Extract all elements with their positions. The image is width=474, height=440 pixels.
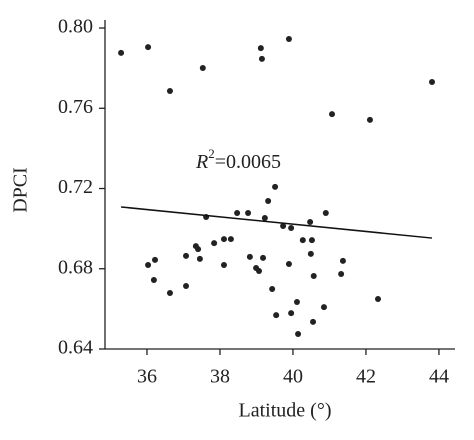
point: [374, 296, 381, 303]
x-axis-title: Latitude (°): [239, 400, 332, 422]
point: [183, 252, 190, 259]
annotation: R2=0.0065: [195, 146, 281, 173]
point: [199, 64, 206, 71]
y-tick-label: 0.64: [58, 337, 93, 359]
point: [183, 283, 190, 290]
point: [308, 237, 315, 244]
point: [145, 261, 152, 268]
point: [246, 253, 253, 260]
point: [310, 318, 317, 325]
point: [220, 236, 227, 243]
point: [285, 36, 292, 43]
y-tick-label: 0.80: [58, 16, 93, 38]
point: [196, 255, 203, 262]
point: [366, 116, 373, 123]
point: [195, 246, 202, 253]
trend-line: [120, 206, 433, 239]
y-tick-label: 0.68: [58, 256, 93, 278]
point: [285, 260, 292, 267]
point: [288, 225, 295, 232]
point: [310, 272, 317, 279]
point: [272, 183, 279, 190]
point: [322, 209, 329, 216]
point: [338, 270, 345, 277]
point: [145, 44, 152, 51]
point: [293, 299, 300, 306]
point: [280, 223, 287, 230]
point: [166, 290, 173, 297]
point: [273, 312, 280, 319]
point: [261, 215, 268, 222]
point: [269, 286, 276, 293]
point: [257, 45, 264, 52]
point: [288, 310, 295, 317]
point: [211, 240, 218, 247]
point: [307, 219, 314, 226]
y-tick-label: 0.76: [58, 96, 93, 118]
point: [329, 111, 336, 118]
point: [258, 55, 265, 62]
point: [227, 236, 234, 243]
point: [245, 209, 252, 216]
point: [150, 276, 157, 283]
x-tick-label: 36: [137, 366, 157, 388]
point: [307, 250, 314, 257]
point: [295, 330, 302, 337]
annotation-part: R: [195, 151, 208, 173]
point: [260, 254, 267, 261]
point: [234, 209, 241, 216]
annotation-part: =0.0065: [215, 151, 281, 173]
point: [265, 197, 272, 204]
point: [256, 267, 263, 274]
x-tick-label: 42: [356, 366, 376, 388]
y-axis-title: DPCI: [10, 167, 32, 213]
x-tick-label: 38: [210, 366, 230, 388]
point: [118, 49, 125, 56]
point: [220, 261, 227, 268]
point: [320, 304, 327, 311]
point: [166, 88, 173, 95]
x-tick-label: 44: [429, 366, 449, 388]
point: [339, 257, 346, 264]
y-tick-label: 0.72: [58, 176, 93, 198]
point: [299, 237, 306, 244]
x-tick-label: 40: [283, 366, 303, 388]
annotation-part: 2: [208, 146, 215, 161]
point: [152, 256, 158, 263]
point: [429, 78, 436, 85]
